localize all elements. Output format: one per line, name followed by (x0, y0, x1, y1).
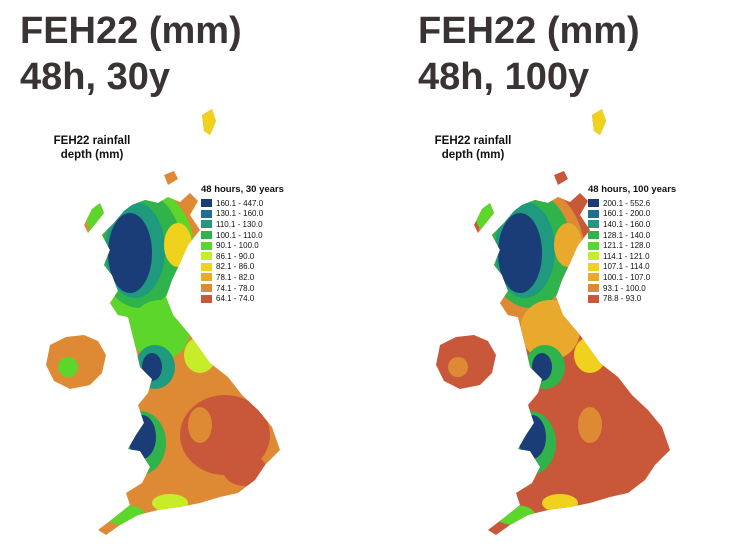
legend-item: 110.1 - 130.0 (201, 219, 321, 230)
legend-label: 82.1 - 86.0 (216, 262, 255, 272)
legend-label: 114.1 - 121.0 (603, 251, 650, 261)
legend-swatch (588, 199, 599, 208)
map-caption-line-2: depth (mm) (441, 149, 505, 161)
legend-swatch (201, 284, 212, 293)
legend-swatch (588, 241, 599, 250)
legend-item: 200.1 - 552.6 (588, 198, 708, 209)
legend-swatch (588, 284, 599, 293)
title-line-1: FEH22 (mm) (20, 10, 242, 52)
uk-rainfall-map (46, 109, 280, 535)
legend-item: 100.1 - 107.0 (588, 272, 708, 283)
legend-label: 74.1 - 78.0 (216, 283, 255, 293)
legend-swatch (201, 231, 212, 240)
legend-label: 90.1 - 100.0 (216, 241, 259, 251)
legend-label: 100.1 - 107.0 (603, 272, 651, 282)
legend-item: 130.1 - 160.0 (201, 209, 321, 220)
legend-swatch (201, 209, 212, 218)
legend-item: 140.1 - 160.0 (588, 219, 708, 230)
legend-item: 160.1 - 200.0 (588, 209, 708, 220)
map-legend: 48 hours, 100 years 200.1 - 552.6 160.1 … (588, 184, 708, 304)
legend-label: 160.1 - 200.0 (603, 209, 651, 219)
panel-30-year: FEH22 (mm) 48h, 30y (20, 8, 321, 535)
legend-swatch (588, 262, 599, 271)
legend-item: 107.1 - 114.0 (588, 262, 708, 273)
map-legend: 48 hours, 30 years 160.1 - 447.0 130.1 -… (201, 184, 321, 304)
map-caption-line-1: FEH22 rainfall (53, 135, 131, 147)
map-caption-line-2: depth (mm) (60, 149, 124, 161)
legend-item: 78.8 - 93.0 (588, 293, 708, 304)
legend-label: 140.1 - 160.0 (603, 219, 651, 229)
legend-item: 121.1 - 128.0 (588, 240, 708, 251)
legend-title: 48 hours, 100 years (588, 184, 677, 195)
legend-label: 128.1 - 140.0 (603, 230, 651, 240)
legend-label: 121.1 - 128.0 (603, 241, 651, 251)
legend-label: 110.1 - 130.0 (216, 219, 263, 229)
map-caption: FEH22 rainfall depth (mm) (42, 134, 142, 162)
legend-swatch (588, 220, 599, 229)
legend-item: 74.1 - 78.0 (201, 283, 321, 294)
legend-item: 78.1 - 82.0 (201, 272, 321, 283)
legend-label: 78.8 - 93.0 (603, 294, 642, 304)
map-caption-line-1: FEH22 rainfall (434, 135, 512, 147)
legend-swatch (588, 231, 599, 240)
map-fill (436, 109, 670, 535)
legend-swatch (201, 220, 212, 229)
legend-item: 86.1 - 90.0 (201, 251, 321, 262)
title-line-2: 48h, 30y (20, 56, 170, 98)
legend-swatch (588, 209, 599, 218)
legend-swatch (588, 252, 599, 261)
legend-label: 130.1 - 160.0 (216, 209, 264, 219)
legend-swatch (201, 294, 212, 303)
map-fill (46, 109, 280, 535)
legend-item: 90.1 - 100.0 (201, 240, 321, 251)
legend-item: 82.1 - 86.0 (201, 262, 321, 273)
title-line-2: 48h, 100y (418, 56, 590, 98)
legend-label: 100.1 - 110.0 (216, 230, 263, 240)
legend-item: 128.1 - 140.0 (588, 230, 708, 241)
title-line-1: FEH22 (mm) (418, 10, 640, 52)
legend-label: 107.1 - 114.0 (603, 262, 650, 272)
legend-swatch (201, 241, 212, 250)
legend-swatch (201, 252, 212, 261)
legend-label: 86.1 - 90.0 (216, 251, 255, 261)
legend-label: 93.1 - 100.0 (603, 283, 646, 293)
legend-swatch (201, 262, 212, 271)
map-caption: FEH22 rainfall depth (mm) (423, 134, 523, 162)
uk-rainfall-map (436, 109, 670, 535)
legend-item: 64.1 - 74.0 (201, 293, 321, 304)
panel-100-year: FEH22 (mm) 48h, 100y (370, 0, 740, 546)
legend-item: 160.1 - 447.0 (201, 198, 321, 209)
legend-label: 78.1 - 82.0 (216, 272, 255, 282)
legend-title: 48 hours, 30 years (201, 184, 284, 195)
legend-label: 160.1 - 447.0 (216, 198, 264, 208)
legend-label: 200.1 - 552.6 (603, 198, 651, 208)
legend-swatch (588, 273, 599, 282)
panel-title: FEH22 (mm) 48h, 30y (20, 8, 242, 100)
legend-item: 93.1 - 100.0 (588, 283, 708, 294)
legend-swatch (201, 199, 212, 208)
panel-title: FEH22 (mm) 48h, 100y (418, 8, 640, 100)
legend-item: 114.1 - 121.0 (588, 251, 708, 262)
legend-item: 100.1 - 110.0 (201, 230, 321, 241)
legend-swatch (201, 273, 212, 282)
legend-swatch (588, 294, 599, 303)
legend-label: 64.1 - 74.0 (216, 294, 255, 304)
